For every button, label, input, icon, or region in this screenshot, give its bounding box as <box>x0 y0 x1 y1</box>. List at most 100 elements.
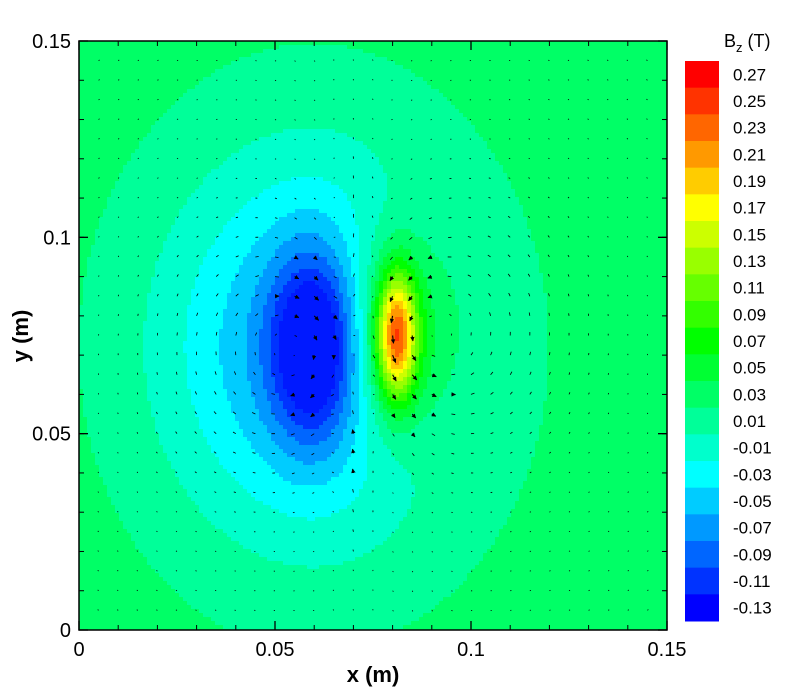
field-cell <box>583 165 588 170</box>
field-cell <box>203 141 208 146</box>
field-cell <box>527 61 532 66</box>
field-cell <box>319 53 324 58</box>
field-cell <box>555 109 560 114</box>
field-cell <box>183 133 188 138</box>
field-cell <box>251 61 256 66</box>
field-cell <box>643 69 648 74</box>
field-cell <box>423 141 428 146</box>
field-cell <box>207 49 212 54</box>
field-cell <box>447 161 452 166</box>
field-cell <box>427 165 432 170</box>
field-cell <box>531 93 536 98</box>
field-cell <box>579 141 584 146</box>
field-cell <box>367 149 372 154</box>
field-cell <box>603 69 608 74</box>
field-cell <box>487 133 492 138</box>
field-cell <box>459 101 464 106</box>
field-cell <box>563 93 568 98</box>
field-cell <box>131 109 136 114</box>
field-cell <box>247 129 252 134</box>
field-cell <box>431 125 436 130</box>
field-cell <box>559 157 564 162</box>
field-cell <box>159 137 164 142</box>
field-cell <box>427 133 432 138</box>
field-cell <box>123 57 128 62</box>
field-cell <box>643 165 648 170</box>
field-cell <box>395 117 400 122</box>
field-cell <box>555 113 560 118</box>
field-cell <box>271 165 276 170</box>
field-cell <box>99 129 104 134</box>
field-cell <box>575 69 580 74</box>
field-cell <box>583 85 588 90</box>
field-cell <box>399 161 404 166</box>
field-cell <box>527 49 532 54</box>
field-cell <box>515 113 520 118</box>
field-cell <box>87 49 92 54</box>
field-cell <box>291 125 296 130</box>
field-cell <box>91 149 96 154</box>
field-cell <box>143 145 148 150</box>
field-cell <box>467 61 472 66</box>
field-cell <box>199 57 204 62</box>
field-cell <box>135 93 140 98</box>
field-cell <box>327 153 332 158</box>
field-cell <box>111 141 116 146</box>
field-cell <box>435 61 440 66</box>
field-cell <box>535 97 540 102</box>
field-cell <box>263 93 268 98</box>
field-cell <box>579 137 584 142</box>
field-cell <box>639 141 644 146</box>
field-cell <box>555 81 560 86</box>
field-cell <box>527 133 532 138</box>
field-cell <box>535 45 540 50</box>
field-cell <box>319 73 324 78</box>
field-cell <box>155 133 160 138</box>
field-cell <box>619 117 624 122</box>
field-cell <box>211 101 216 106</box>
field-cell <box>291 73 296 78</box>
field-cell <box>631 113 636 118</box>
field-cell <box>355 57 360 62</box>
field-cell <box>551 53 556 58</box>
field-cell <box>283 149 288 154</box>
field-cell <box>347 133 352 138</box>
field-cell <box>451 77 456 82</box>
field-cell <box>95 129 100 134</box>
field-cell <box>535 101 540 106</box>
field-cell <box>263 45 268 50</box>
field-cell <box>119 57 124 62</box>
field-cell <box>211 97 216 102</box>
field-cell <box>515 157 520 162</box>
field-cell <box>247 117 252 122</box>
field-cell <box>183 89 188 94</box>
field-cell <box>583 113 588 118</box>
field-cell <box>99 165 104 170</box>
field-cell <box>559 85 564 90</box>
field-cell <box>439 109 444 114</box>
field-cell <box>231 137 236 142</box>
field-cell <box>555 129 560 134</box>
field-cell <box>587 125 592 130</box>
field-cell <box>587 121 592 126</box>
field-cell <box>199 113 204 118</box>
field-cell <box>535 125 540 130</box>
field-cell <box>363 45 368 50</box>
field-cell <box>163 53 168 58</box>
field-cell <box>263 157 268 162</box>
field-cell <box>183 173 188 178</box>
field-cell <box>511 77 516 82</box>
field-cell <box>271 137 276 142</box>
field-cell <box>571 117 576 122</box>
field-cell <box>295 61 300 66</box>
field-cell <box>459 133 464 138</box>
field-cell <box>151 169 156 174</box>
field-cell <box>111 113 116 118</box>
field-cell <box>623 145 628 150</box>
field-cell <box>423 117 428 122</box>
field-cell <box>639 145 644 150</box>
field-cell <box>299 133 304 138</box>
field-cell <box>303 93 308 98</box>
field-cell <box>259 85 264 90</box>
field-cell <box>587 65 592 70</box>
